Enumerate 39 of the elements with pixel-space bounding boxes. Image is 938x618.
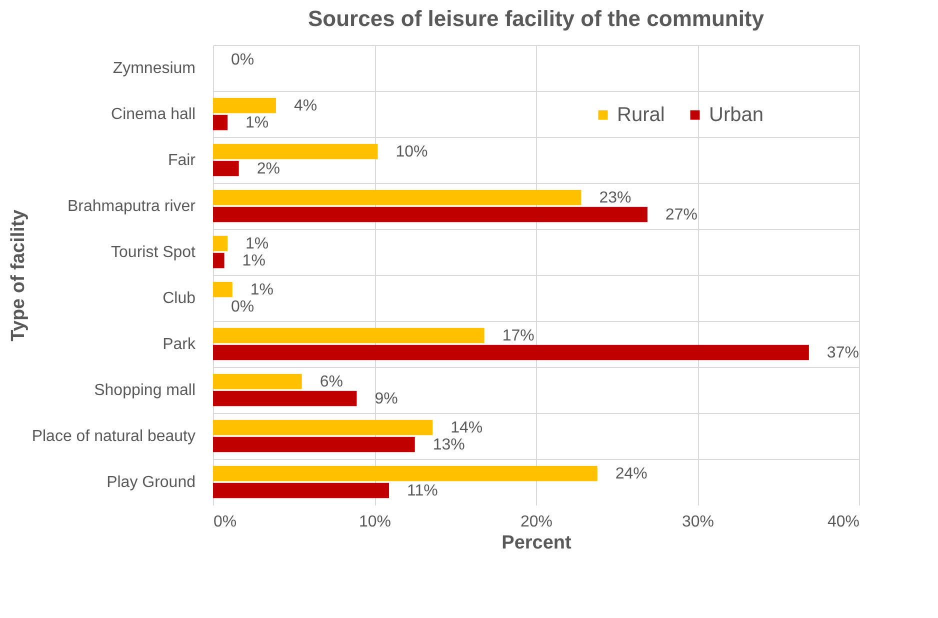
data-label: 1% — [246, 235, 269, 252]
data-label: 13% — [432, 436, 465, 454]
data-label: 10% — [396, 143, 428, 160]
y-axis-title: Type of facility — [8, 209, 29, 342]
x-tick-label: 0% — [214, 514, 237, 530]
legend-label: Urban — [709, 104, 764, 126]
y-tick-label: Zymnesium — [112, 60, 196, 77]
y-tick-label: Brahmaputra river — [67, 198, 196, 215]
x-tick-label: 20% — [520, 514, 553, 530]
x-tick-label: 40% — [827, 514, 860, 530]
legend-label: Rural — [617, 104, 665, 126]
data-label: 9% — [374, 390, 398, 408]
data-label: 0% — [231, 298, 254, 316]
data-label: 1% — [242, 252, 266, 270]
y-tick-label: Shopping mall — [94, 382, 196, 399]
x-tick-label: 10% — [358, 514, 392, 530]
chart-title: Sources of leisure facility of the community — [308, 6, 765, 31]
data-label: 27% — [665, 206, 698, 224]
data-label: 37% — [826, 344, 859, 362]
data-label: 1% — [250, 281, 274, 298]
data-label: 17% — [502, 327, 534, 344]
x-axis-title: Percent — [502, 532, 572, 554]
data-label: 6% — [320, 373, 343, 390]
data-label: 24% — [615, 465, 648, 482]
data-label: 4% — [294, 97, 318, 114]
y-tick-label: Cinema hall — [111, 106, 196, 123]
y-tick-label: Tourist Spot — [111, 244, 196, 261]
data-label: 23% — [599, 189, 632, 206]
data-label: 11% — [407, 482, 438, 500]
y-tick-label: Club — [162, 290, 196, 307]
x-tick-label: 30% — [682, 514, 714, 530]
y-tick-label: Fair — [168, 152, 196, 169]
y-tick-label: Park — [162, 336, 196, 353]
data-label: 2% — [256, 160, 280, 178]
data-label: 14% — [450, 419, 483, 436]
data-label: 1% — [246, 114, 269, 132]
y-tick-label: Place of natural beauty — [32, 428, 196, 445]
data-label: 0% — [231, 51, 254, 68]
y-tick-label: Play Ground — [106, 474, 196, 491]
